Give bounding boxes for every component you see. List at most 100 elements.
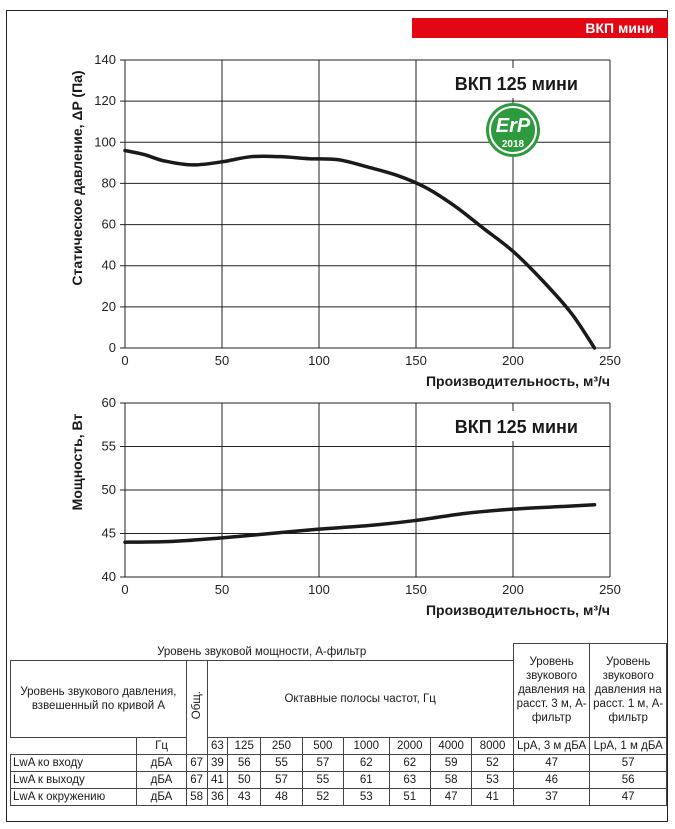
lpa1-label: LpA, 1 м дБА [589,736,667,755]
table-row: LwA к выходу дБА 67 41 50 57 55 61 63 58 53 46 56 [9,770,667,789]
x-tick-label: 250 [599,582,621,597]
logo-year: 2018 [502,139,525,150]
x-axis-label: Производительность, м³/ч [426,373,610,389]
x-tick-label: 0 [121,353,128,368]
row-value: 48 [260,787,303,806]
x-tick-label: 100 [308,582,330,597]
table-title: Уровень звуковой мощности, А-фильтр [10,643,514,661]
lvl3m-header: Уровень звукового давления на расст. 3 м… [512,643,591,738]
row-value: 62 [343,753,390,772]
total-header: Общ. [185,659,208,755]
y-tick-label: 60 [102,217,116,232]
y-tick-label: 40 [102,569,116,584]
row-value: 52 [471,753,514,772]
product-badge: ВКП мини [412,18,668,38]
series-line [123,148,597,350]
y-tick-label: 50 [102,482,116,497]
row-label: LwA к окружению [9,787,138,806]
logo-text: ErP [496,115,531,137]
freq-header: 4000 [429,736,473,755]
row-value: 36 [206,787,229,806]
row-lpa3: 37 [512,787,591,806]
row-value: 59 [429,753,473,772]
chart-title: ВКП 125 мини [455,417,578,437]
row-value: 56 [227,753,262,772]
y-tick-label: 40 [102,258,116,273]
logo-circle [486,103,540,157]
x-tick-label: 100 [308,353,330,368]
x-tick-label: 50 [215,582,229,597]
y-tick-label: 20 [102,299,116,314]
y-tick-label: 80 [102,175,116,190]
row-value: 52 [301,787,345,806]
sound-table: Уровень звуковой мощности, А-фильтр Уров… [9,643,667,806]
row-total: 67 [185,770,208,789]
row-lpa3: 46 [512,770,591,789]
freq-row: Гц 63 125 250 500 1000 2000 4000 8000 LpA, 3 м д… [10,736,667,755]
y-tick-label: 120 [94,93,116,108]
row-value: 53 [471,770,514,789]
x-tick-label: 150 [405,353,427,368]
freq-header: 63 [206,736,229,755]
row-lpa3: 47 [512,753,591,772]
row-unit: дБА [136,753,187,772]
y-axis-label: Статическое давление, ΔP (Па) [69,70,85,285]
x-tick-label: 250 [599,353,621,368]
chart-title: ВКП 125 мини [455,74,578,94]
row-unit: дБА [136,787,187,806]
row-value: 57 [260,770,303,789]
power-chart: 0 50 100 150 200 250 40 45 50 55 60 Производительно… [69,395,621,618]
series-line [123,503,597,544]
x-tick-label: 50 [215,353,229,368]
x-axis-label: Производительность, м³/ч [426,602,610,618]
lvl1m-header: Уровень звукового давления на расст. 1 м… [589,643,667,738]
freq-header: 500 [301,736,345,755]
row-value: 55 [260,753,303,772]
row-total: 58 [185,787,208,806]
row-lpa1: 56 [589,770,667,789]
row-lpa1: 57 [589,753,667,772]
row-value: 43 [227,787,262,806]
logo-ring [489,106,537,154]
freq-header: 2000 [388,736,431,755]
row-value: 63 [388,770,431,789]
row-value: 62 [388,753,431,772]
freq-header: 8000 [471,736,514,755]
x-tick-label: 0 [121,582,128,597]
sheet-frame [6,10,668,822]
erp-logo-icon: ErP 2018 [486,103,540,157]
y-tick-label: 45 [102,526,116,541]
y-tick-label: 60 [102,395,116,410]
charts-canvas: 0 50 100 150 200 250 0 20 40 60 80 100 120 140 Произво… [69,52,621,618]
title-bg [434,68,604,98]
y-tick-label: 0 [109,340,116,355]
row-value: 55 [301,770,345,789]
row-value: 58 [429,770,473,789]
freq-header: 125 [227,736,262,755]
octave-header: Октавные полосы частот, Гц [206,659,514,738]
x-tick-label: 200 [502,582,524,597]
freq-header: 250 [260,736,303,755]
title-bg [434,411,604,441]
y-tick-label: 100 [94,134,116,149]
row-value: 41 [206,770,229,789]
row-unit: дБА [136,770,187,789]
pressure-chart: 0 50 100 150 200 250 0 20 40 60 80 100 120 140 Произво… [69,52,621,389]
row-value: 51 [388,787,431,806]
y-tick-label: 140 [94,52,116,67]
table-row: LwA к окружению дБА 58 36 43 48 52 53 51 47 41 37 47 [9,787,667,806]
table-row: LwA ко входу дБА 67 39 56 55 57 62 62 59 52 47 57 [9,753,667,772]
x-tick-label: 200 [502,353,524,368]
y-tick-label: 55 [102,439,116,454]
row-value: 57 [301,753,345,772]
row-value: 47 [429,787,473,806]
row-label: LwA ко входу [9,753,138,772]
table-title-row: Уровень звуковой мощности, А-фильтр Уров… [10,643,667,738]
row-lpa1: 47 [589,787,667,806]
row-value: 61 [343,770,390,789]
freq-header: 1000 [343,736,390,755]
row-total: 67 [185,753,208,772]
lpa3-label: LpA, 3 м дБА [512,736,591,755]
y-axis-label: Мощность, Вт [69,414,85,511]
row-label: LwA к выходу [9,770,138,789]
